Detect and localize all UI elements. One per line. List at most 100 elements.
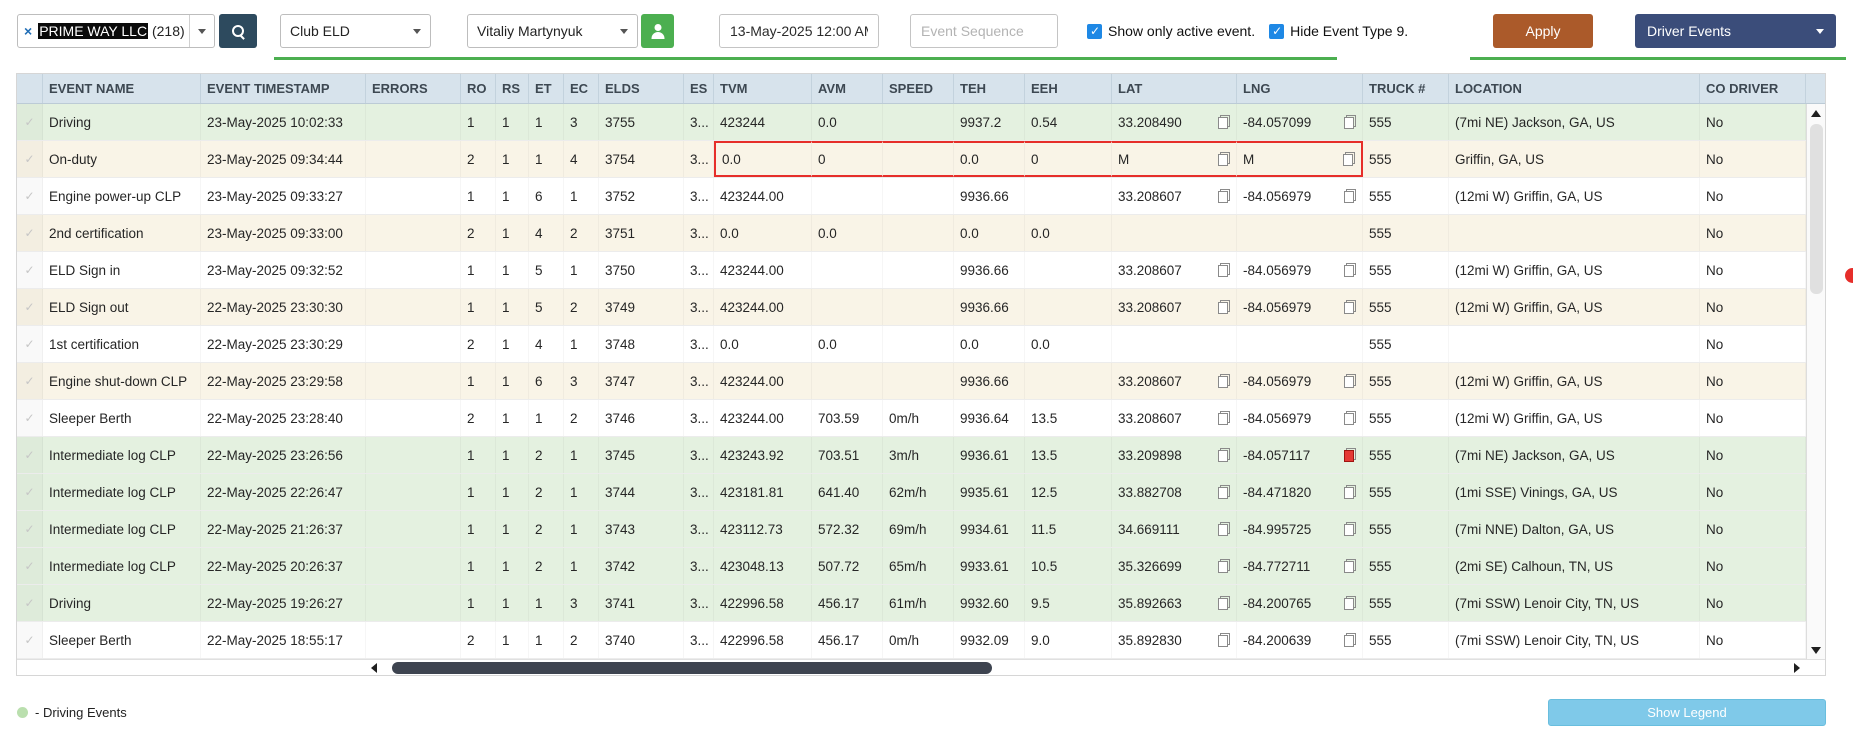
horizontal-scrollbar[interactable] <box>366 660 1805 675</box>
copy-icon[interactable] <box>1218 448 1230 462</box>
scroll-up-button[interactable] <box>1807 104 1826 122</box>
copy-icon[interactable] <box>1343 152 1355 166</box>
table-row[interactable]: ✓ Sleeper Berth 22-May-2025 18:55:17 2 1 1 2 37… <box>17 622 1806 659</box>
copy-icon[interactable] <box>1218 559 1230 573</box>
copy-icon[interactable] <box>1344 374 1356 388</box>
row-check-icon[interactable]: ✓ <box>17 548 43 584</box>
date-input[interactable] <box>719 14 879 48</box>
column-header-ro[interactable]: RO <box>461 74 496 103</box>
copy-icon[interactable] <box>1344 596 1356 610</box>
row-check-icon[interactable]: ✓ <box>17 141 43 177</box>
driver-profile-button[interactable] <box>641 14 674 48</box>
row-check-icon[interactable]: ✓ <box>17 104 43 140</box>
column-header-errors[interactable]: ERRORS <box>366 74 461 103</box>
vertical-scroll-track[interactable] <box>1807 122 1825 641</box>
horizontal-scroll-thumb[interactable] <box>392 661 992 674</box>
copy-icon[interactable] <box>1218 263 1230 277</box>
copy-icon[interactable] <box>1344 300 1356 314</box>
row-check-icon[interactable]: ✓ <box>17 363 43 399</box>
table-row[interactable]: ✓ On-duty 23-May-2025 09:34:44 2 1 1 4 3754 3...… <box>17 141 1806 178</box>
hide-event-type9-checkbox[interactable] <box>1269 23 1285 39</box>
copy-icon[interactable] <box>1344 633 1356 647</box>
column-header-et[interactable]: ET <box>529 74 564 103</box>
column-header-speed[interactable]: SPEED <box>883 74 954 103</box>
table-row[interactable]: ✓ Engine power-up CLP 23-May-2025 09:33:27… <box>17 178 1806 215</box>
column-header-teh[interactable]: TEH <box>954 74 1025 103</box>
event-sequence-input[interactable] <box>910 14 1058 48</box>
row-check-icon[interactable]: ✓ <box>17 622 43 658</box>
copy-icon[interactable] <box>1344 485 1356 499</box>
copy-icon[interactable] <box>1218 152 1230 166</box>
column-header-elds[interactable]: ELDS <box>599 74 684 103</box>
row-check-icon[interactable]: ✓ <box>17 215 43 251</box>
row-check-icon[interactable]: ✓ <box>17 585 43 621</box>
table-row[interactable]: ✓ Intermediate log CLP 22-May-2025 21:26:3… <box>17 511 1806 548</box>
copy-icon[interactable] <box>1344 448 1356 462</box>
table-row[interactable]: ✓ ELD Sign in 23-May-2025 09:32:52 1 1 5 1 3750… <box>17 252 1806 289</box>
column-header-eeh[interactable]: EEH <box>1025 74 1112 103</box>
copy-icon[interactable] <box>1218 189 1230 203</box>
row-check-icon[interactable]: ✓ <box>17 178 43 214</box>
vertical-scrollbar[interactable] <box>1806 104 1825 659</box>
copy-icon[interactable] <box>1344 263 1356 277</box>
column-header-lng[interactable]: LNG <box>1237 74 1363 103</box>
column-header-es[interactable]: ES <box>684 74 714 103</box>
row-check-icon[interactable]: ✓ <box>17 437 43 473</box>
company-combo-caret-box[interactable] <box>189 15 214 47</box>
copy-icon[interactable] <box>1218 115 1230 129</box>
column-header-co-driver[interactable]: CO DRIVER <box>1700 74 1806 103</box>
column-header-rs[interactable]: RS <box>496 74 529 103</box>
eld-type-select[interactable]: Club ELD <box>280 14 431 48</box>
table-row[interactable]: ✓ Intermediate log CLP 22-May-2025 22:26:4… <box>17 474 1806 511</box>
horizontal-scroll-track[interactable] <box>382 661 1789 674</box>
table-row[interactable]: ✓ Driving 22-May-2025 19:26:27 1 1 1 3 3741 3...… <box>17 585 1806 622</box>
column-header-location[interactable]: LOCATION <box>1449 74 1700 103</box>
copy-icon[interactable] <box>1218 300 1230 314</box>
table-row[interactable]: ✓ Sleeper Berth 22-May-2025 23:28:40 2 1 1 2 37… <box>17 400 1806 437</box>
show-legend-button[interactable]: Show Legend <box>1548 699 1826 726</box>
apply-button[interactable]: Apply <box>1493 14 1593 48</box>
row-check-icon[interactable]: ✓ <box>17 326 43 362</box>
table-row[interactable]: ✓ Intermediate log CLP 22-May-2025 23:26:5… <box>17 437 1806 474</box>
copy-icon[interactable] <box>1218 633 1230 647</box>
copy-icon[interactable] <box>1218 522 1230 536</box>
copy-icon[interactable] <box>1218 596 1230 610</box>
copy-icon[interactable] <box>1344 522 1356 536</box>
vertical-scroll-thumb[interactable] <box>1810 124 1823 294</box>
driver-events-dropdown-button[interactable]: Driver Events <box>1635 14 1836 48</box>
clear-icon[interactable]: × <box>24 23 33 39</box>
company-combo[interactable]: × PRIME WAY LLC (218) <box>17 14 215 48</box>
copy-icon[interactable] <box>1344 559 1356 573</box>
row-check-icon[interactable]: ✓ <box>17 474 43 510</box>
side-red-badge[interactable] <box>1845 268 1853 283</box>
table-row[interactable]: ✓ 2nd certification 23-May-2025 09:33:00 2 1… <box>17 215 1806 252</box>
copy-icon[interactable] <box>1344 189 1356 203</box>
show-only-active-checkbox[interactable] <box>1087 23 1102 39</box>
column-header-event-name[interactable]: EVENT NAME <box>43 74 201 103</box>
scroll-right-button[interactable] <box>1789 660 1805 675</box>
row-check-icon[interactable]: ✓ <box>17 511 43 547</box>
column-header-avm[interactable]: AVM <box>812 74 883 103</box>
copy-icon[interactable] <box>1344 115 1356 129</box>
table-row[interactable]: ✓ Driving 23-May-2025 10:02:33 1 1 1 3 3755 3...… <box>17 104 1806 141</box>
copy-icon[interactable] <box>1218 374 1230 388</box>
table-row[interactable]: ✓ Intermediate log CLP 22-May-2025 20:26:3… <box>17 548 1806 585</box>
scroll-down-button[interactable] <box>1807 641 1826 659</box>
row-check-icon[interactable]: ✓ <box>17 400 43 436</box>
search-button[interactable] <box>219 14 257 48</box>
table-row[interactable]: ✓ ELD Sign out 22-May-2025 23:30:30 1 1 5 2 374… <box>17 289 1806 326</box>
scroll-left-button[interactable] <box>366 660 382 675</box>
column-header-tvm[interactable]: TVM <box>714 74 812 103</box>
copy-icon[interactable] <box>1218 485 1230 499</box>
column-header-event-timestamp[interactable]: EVENT TIMESTAMP <box>201 74 366 103</box>
table-row[interactable]: ✓ 1st certification 22-May-2025 23:30:29 2 1… <box>17 326 1806 363</box>
row-check-icon[interactable]: ✓ <box>17 252 43 288</box>
row-check-icon[interactable]: ✓ <box>17 289 43 325</box>
table-row[interactable]: ✓ Engine shut-down CLP 22-May-2025 23:29:5… <box>17 363 1806 400</box>
copy-icon[interactable] <box>1344 411 1356 425</box>
column-header-ec[interactable]: EC <box>564 74 599 103</box>
copy-icon[interactable] <box>1218 411 1230 425</box>
column-header-lat[interactable]: LAT <box>1112 74 1237 103</box>
column-header-truck[interactable]: TRUCK # <box>1363 74 1449 103</box>
driver-select[interactable]: Vitaliy Martynyuk <box>467 14 638 48</box>
